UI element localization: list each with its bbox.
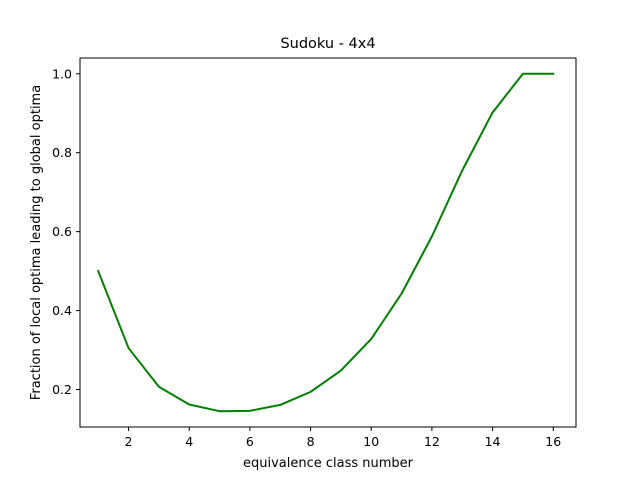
x-tick-label: 8 — [307, 434, 315, 449]
x-tick-label: 2 — [125, 434, 133, 449]
plot-area — [79, 57, 577, 428]
y-tick-label: 0.6 — [52, 224, 72, 239]
y-tick-label: 1.0 — [52, 66, 72, 81]
x-axis: 2 4 6 8 10 12 14 16 — [125, 427, 561, 449]
y-axis: 0.2 0.4 0.6 0.8 1.0 — [52, 66, 80, 397]
x-axis-label: equivalence class number — [243, 456, 414, 471]
series-layer — [96, 72, 555, 413]
y-tick-label: 0.4 — [52, 303, 72, 318]
x-tick-label: 6 — [246, 434, 254, 449]
y-tick-label: 0.8 — [52, 145, 72, 160]
x-tick-label: 4 — [185, 434, 193, 449]
y-axis-label: Fraction of local optima leading to glob… — [29, 85, 44, 400]
chart-title: Sudoku - 4x4 — [280, 36, 375, 52]
x-tick-label: 10 — [363, 434, 379, 449]
axes-frame — [79, 57, 577, 428]
x-tick-label: 14 — [485, 434, 501, 449]
x-tick-label: 16 — [545, 434, 561, 449]
y-tick-label: 0.2 — [52, 382, 72, 397]
x-tick-label: 12 — [424, 434, 440, 449]
series-line — [96, 72, 555, 413]
